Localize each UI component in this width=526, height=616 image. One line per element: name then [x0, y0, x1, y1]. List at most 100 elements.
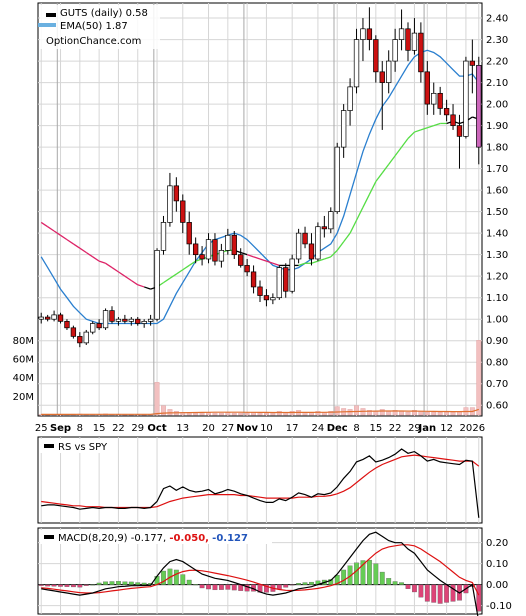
candle-body	[405, 28, 411, 51]
candle-body	[173, 185, 180, 202]
ema50-segment	[53, 230, 61, 236]
x-tick-label: 13	[176, 423, 189, 434]
macd-histogram-bar	[103, 581, 108, 585]
macd-histogram-bar	[405, 584, 411, 589]
volume-bar	[270, 412, 276, 416]
candle-body	[225, 234, 231, 251]
macd-histogram-bar	[366, 559, 372, 585]
ema50-segment	[298, 262, 306, 267]
ema50-segment	[246, 254, 254, 258]
macd-histogram-bar	[328, 579, 334, 585]
candle-body	[96, 323, 102, 329]
candle-body	[373, 39, 379, 73]
macd-histogram-bar	[58, 584, 63, 587]
ema20-path	[40, 49, 480, 325]
macd-histogram-bar	[379, 571, 385, 585]
macd-y-axis: 0.20 0.10 0.00 -0.10	[486, 538, 512, 612]
x-tick-label: Dec	[327, 423, 348, 434]
candle-body	[456, 125, 463, 137]
macd-histogram-bar	[109, 581, 115, 585]
ema50-segment	[60, 234, 68, 241]
candle-body	[431, 92, 437, 105]
candle-body	[308, 243, 315, 260]
candle-body	[250, 271, 257, 288]
candle-body	[328, 211, 334, 230]
macd-histogram-bar	[116, 581, 121, 585]
volume-bar	[437, 412, 443, 416]
candle-body	[109, 310, 115, 322]
volume-tick-label: 80M	[13, 336, 34, 347]
candle-body	[443, 108, 450, 116]
price-tick-label: 0.60	[486, 401, 508, 412]
macd-histogram-bar	[418, 584, 424, 598]
x-tick-label: 29	[131, 423, 144, 434]
macd-histogram-bar	[231, 584, 237, 591]
price-tick-label: 1.80	[486, 143, 508, 154]
ema50-segment	[401, 138, 409, 148]
macd-histogram-bar	[180, 574, 186, 585]
macd-histogram-bar	[128, 581, 134, 585]
candle-body	[469, 60, 476, 66]
volume-bar	[218, 412, 224, 416]
x-tick-label: 17	[286, 423, 299, 434]
macd-histogram-bar	[444, 584, 450, 603]
volume-tick-label: 60M	[13, 355, 34, 366]
ema50-segment	[336, 241, 345, 251]
price-tick-label: 0.90	[486, 336, 508, 347]
price-tick-label: 1.20	[486, 272, 508, 283]
volume-bar	[263, 412, 269, 416]
candle-body	[263, 295, 270, 301]
price-tick-label: 2.00	[486, 100, 508, 111]
ema50-segment	[272, 262, 280, 267]
ema50-segment	[240, 251, 248, 256]
macd-histogram-bar	[186, 579, 192, 585]
macd-histogram-bar	[96, 582, 102, 585]
price-tick-label: 1.40	[486, 229, 508, 240]
candles	[38, 7, 482, 348]
macd-histogram-bar	[296, 583, 302, 585]
candle-body	[44, 316, 51, 320]
ema50-segment	[85, 251, 94, 258]
macd-histogram-bar	[141, 582, 147, 585]
ema50-segment	[349, 219, 358, 234]
volume-average-line	[41, 408, 479, 415]
candle-body	[38, 316, 44, 320]
macd-legend-text: MACD(8,20,9) -0.177, -0.050, -0.127	[58, 533, 248, 544]
candle-body	[51, 314, 57, 320]
legend-ema: EMA(50) 1.87	[60, 21, 128, 32]
candle-body	[212, 239, 218, 262]
volume-bar	[476, 340, 482, 416]
macd-histogram-bar	[38, 584, 44, 586]
x-tick-label: 20	[460, 423, 473, 434]
candle-body	[135, 318, 141, 324]
candle-body	[398, 28, 405, 40]
volume-bar	[373, 411, 379, 416]
ema50-segment	[381, 163, 390, 174]
macd-histogram-bar	[45, 584, 51, 587]
macd-histogram-bar	[412, 584, 417, 593]
x-tick-label: 26	[472, 423, 485, 434]
volume-bar	[167, 409, 173, 416]
macd-histogram-bar	[122, 581, 128, 585]
macd-histogram-bar	[77, 584, 83, 588]
candle-body	[238, 254, 244, 266]
price-tick-label: 2.20	[486, 57, 508, 68]
volume-tick-label: 40M	[13, 373, 34, 384]
macd-tick-label: 0.10	[486, 559, 508, 570]
candle-body	[334, 146, 340, 213]
ema50-segment	[414, 129, 422, 133]
price-grid	[38, 3, 482, 416]
candle-body	[122, 318, 128, 322]
volume-bar	[399, 411, 405, 416]
macd-signal-value: -0.050,	[169, 533, 209, 544]
macd-histogram-bar	[206, 584, 211, 590]
ema20-line	[40, 49, 480, 325]
macd-histogram-bar	[83, 584, 89, 586]
x-tick-label: 12	[440, 423, 453, 434]
price-tick-label: 0.70	[486, 379, 508, 390]
x-tick-label: Oct	[147, 423, 166, 434]
candle-body	[360, 28, 366, 40]
candle-body	[90, 323, 96, 333]
candle-body	[186, 222, 192, 245]
